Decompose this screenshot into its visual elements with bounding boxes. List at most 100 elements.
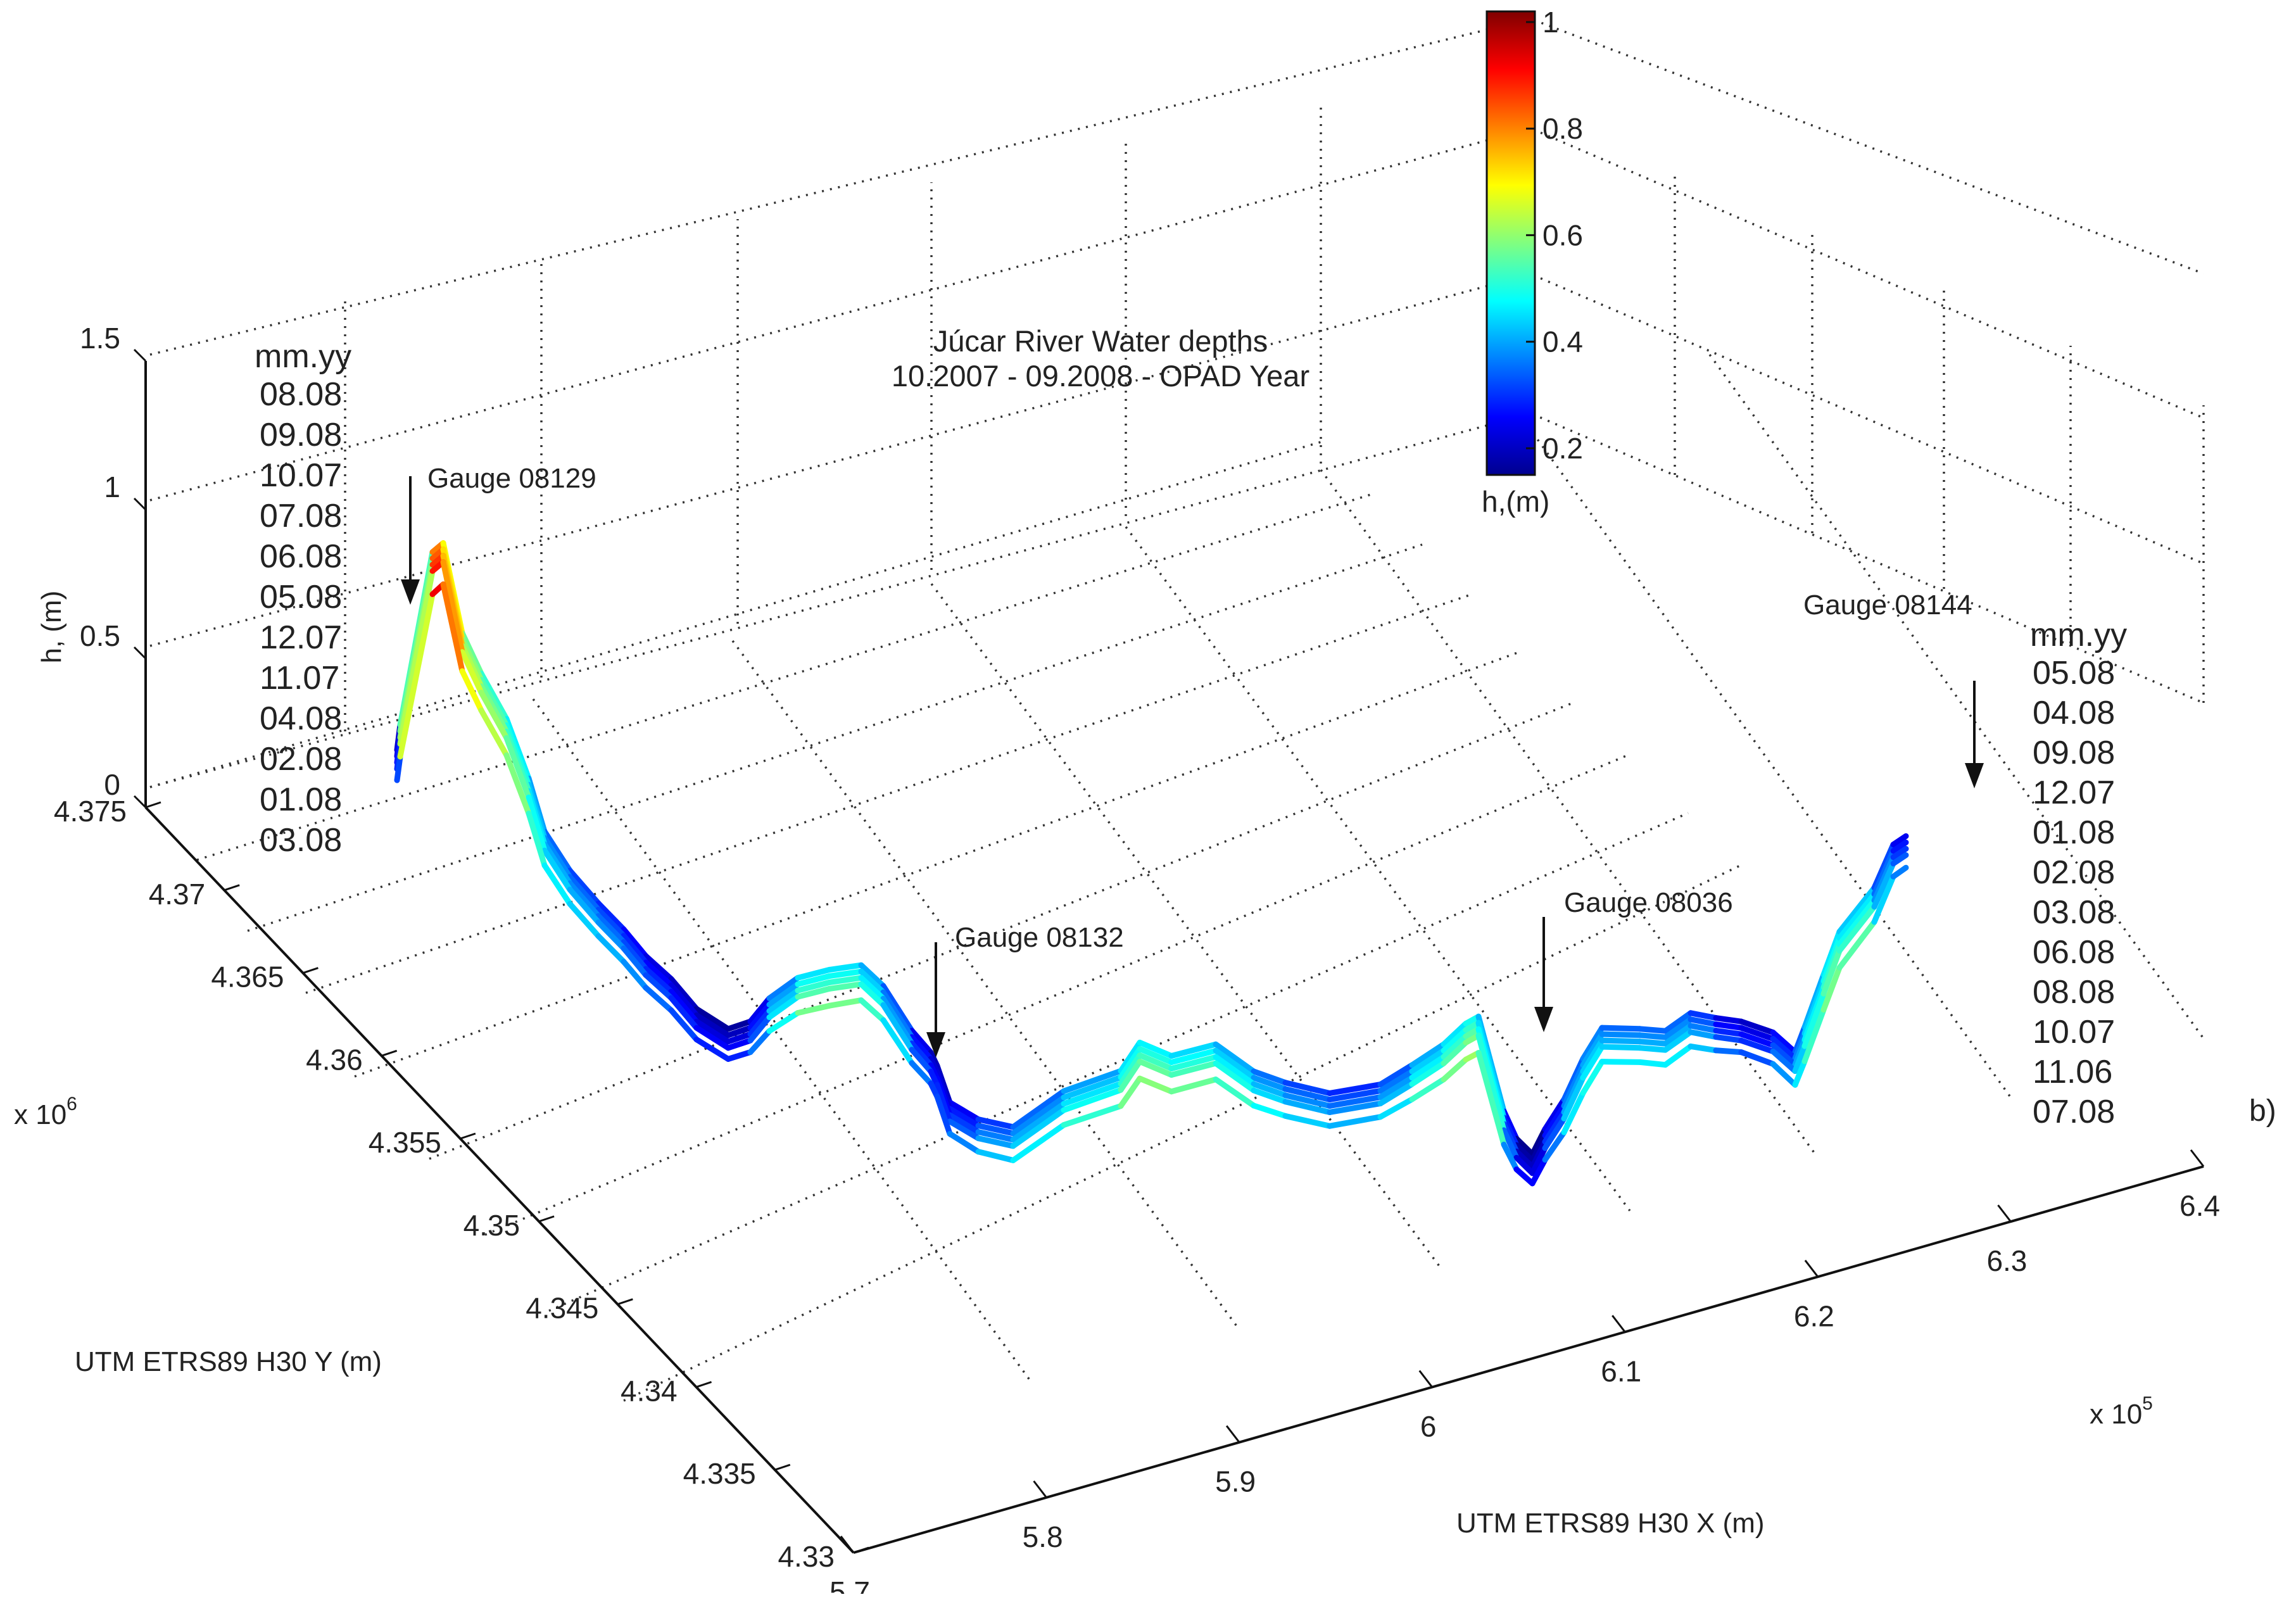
river-segment <box>1542 1129 1567 1163</box>
x-tick-label: 5.7 <box>829 1575 870 1594</box>
river-segment <box>1213 1060 1257 1094</box>
x-tick-mark <box>1804 1259 1819 1278</box>
river-segment <box>1327 1088 1384 1102</box>
river-segment <box>567 874 602 912</box>
river-segment <box>1637 1032 1668 1040</box>
river-segment <box>858 981 886 1008</box>
river-segment <box>766 987 801 1014</box>
river-segment <box>1441 1020 1469 1047</box>
river-segment <box>1890 833 1909 848</box>
river-segment <box>826 975 864 985</box>
z-tick-mark <box>133 646 147 660</box>
left-legend-month: 09.08 <box>260 417 342 453</box>
y-tick-label: 4.34 <box>621 1374 678 1407</box>
river-segment <box>1713 1021 1744 1031</box>
river-segment <box>766 1010 801 1034</box>
river-segment <box>1501 1127 1520 1161</box>
river-segment <box>1770 1029 1798 1055</box>
river-segment <box>1599 1059 1643 1065</box>
colorbar-tick-label: 1 <box>1542 6 1559 39</box>
river-segment <box>1213 1054 1257 1087</box>
river-segment <box>1820 947 1843 997</box>
right-legend-month: 09.08 <box>2033 735 2115 771</box>
y-tick-mark <box>538 1215 555 1223</box>
river-segment <box>567 900 602 939</box>
river-segment <box>1801 990 1827 1049</box>
left-legend-month: 03.08 <box>260 822 342 859</box>
colorbar-tick-label: 0.4 <box>1542 325 1583 358</box>
river-segment <box>1513 1154 1536 1177</box>
river-depth-ribbons <box>394 540 1909 1187</box>
river-segment <box>880 983 915 1034</box>
z-tick-mark <box>133 795 147 809</box>
river-segment <box>1820 964 1843 1013</box>
river-segment <box>747 995 773 1025</box>
gauge-08132-label: Gauge 08132 <box>955 922 1124 953</box>
river-segment <box>1282 1113 1333 1129</box>
right-legend-month: 04.08 <box>2033 695 2115 731</box>
y-tick-mark <box>853 1546 869 1554</box>
colorbar-tick-label: 0.6 <box>1542 218 1583 251</box>
river-segment <box>795 973 833 987</box>
river-segment <box>1513 1142 1536 1164</box>
x-axis-multiplier: x 105 <box>2090 1393 2153 1430</box>
river-segment <box>1529 1132 1548 1164</box>
y-tick-label: 4.355 <box>369 1126 441 1159</box>
river-segment <box>668 995 700 1031</box>
river-segment <box>567 868 602 906</box>
river-segment <box>1836 919 1877 971</box>
gauge-08036-arrow <box>1534 917 1553 1032</box>
river-segment <box>1168 1047 1219 1066</box>
river-segment <box>858 968 886 995</box>
x-tick-mark <box>1033 1480 1047 1498</box>
river-segment <box>1529 1157 1548 1187</box>
river-segment <box>1542 1102 1567 1139</box>
river-segment <box>1010 1107 1067 1149</box>
river-segment <box>440 559 465 655</box>
river-segment <box>1251 1081 1289 1099</box>
river-segment <box>747 1007 773 1037</box>
x-tick-label: 6.2 <box>1794 1299 1834 1332</box>
x-tick-label: 5.8 <box>1023 1520 1063 1553</box>
colorbar <box>1485 10 1536 476</box>
river-segment <box>1409 1060 1447 1087</box>
y-tick-mark <box>381 1049 398 1057</box>
river-segment <box>826 968 864 979</box>
river-segment <box>934 1082 953 1125</box>
river-segment <box>1061 1103 1124 1128</box>
river-segment <box>880 989 915 1040</box>
z-tick-label: 1.5 <box>80 322 120 355</box>
left-legend-month: 11.07 <box>260 660 339 697</box>
river-segment <box>1542 1096 1567 1132</box>
river-segment <box>1770 1048 1798 1074</box>
river-segment <box>1738 1031 1776 1048</box>
x-tick-mark <box>1418 1370 1433 1388</box>
river-segment <box>909 1047 934 1075</box>
river-segment <box>1637 1026 1668 1034</box>
river-segment <box>1061 1074 1124 1101</box>
river-segment <box>909 1040 934 1068</box>
river-segment <box>1061 1068 1124 1094</box>
y-tick-mark <box>460 1132 476 1140</box>
river-segment <box>440 581 465 674</box>
river-segment <box>1836 885 1877 935</box>
river-segment <box>1599 1044 1643 1051</box>
right-month-legend: mm.yy 05.08 04.08 09.0812.0701.0802.0803.0… <box>2030 617 2127 1130</box>
x-tick-mark <box>1225 1425 1240 1443</box>
river-segment <box>858 997 886 1023</box>
gauge-08132-arrow <box>926 942 945 1057</box>
right-legend-month: 05.08 <box>2033 655 2115 691</box>
river-segment <box>1738 1025 1776 1042</box>
river-segment <box>947 1118 981 1142</box>
river-segment <box>1770 1035 1798 1061</box>
river-segment <box>1213 1041 1257 1075</box>
river-segment <box>1836 897 1877 947</box>
left-month-legend: mm.yy 08.08 09.08 10.07 07.08 06.08 05.08 12.0… <box>255 338 351 859</box>
river-segment <box>595 933 627 965</box>
river-segment <box>541 828 573 874</box>
river-segment <box>725 1049 754 1062</box>
river-segment <box>858 975 886 1002</box>
y-tick-mark <box>774 1463 791 1471</box>
river-segment <box>1213 1047 1257 1081</box>
